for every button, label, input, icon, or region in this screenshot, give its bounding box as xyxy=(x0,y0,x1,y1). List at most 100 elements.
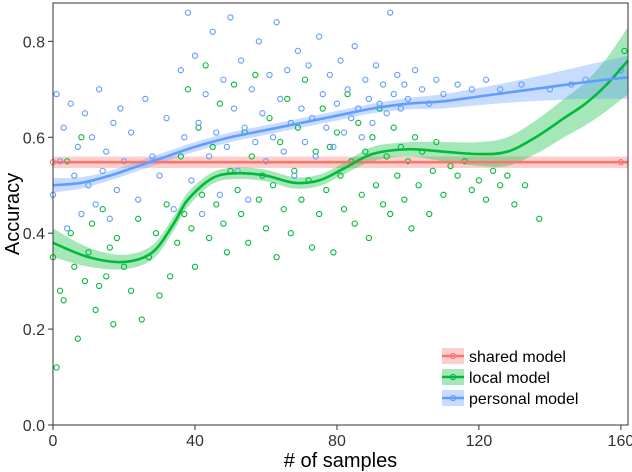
local-model-point xyxy=(358,191,365,198)
y-tick-label: 0.6 xyxy=(23,130,45,147)
local-model-point xyxy=(394,172,401,179)
local-model-point xyxy=(454,172,461,179)
local-model-point xyxy=(120,263,128,270)
local-model-point xyxy=(330,249,337,256)
personal-model-point xyxy=(88,134,96,141)
local-model-point xyxy=(152,230,160,237)
legend: shared model local model personal model xyxy=(442,348,578,408)
personal-model-point xyxy=(401,81,408,88)
personal-model-point xyxy=(369,119,376,127)
personal-model-point xyxy=(394,71,401,79)
personal-model-point xyxy=(390,90,397,98)
personal-model-point xyxy=(418,86,426,93)
personal-model-point xyxy=(181,134,188,141)
local-model-point xyxy=(156,292,163,299)
personal-model-point xyxy=(163,114,170,122)
local-model-point xyxy=(319,105,326,112)
y-axis-title: Accuracy xyxy=(2,173,24,255)
legend-marker xyxy=(449,394,457,402)
local-model-point xyxy=(202,62,209,69)
local-model-point xyxy=(426,210,433,218)
local-model-point xyxy=(95,282,103,290)
local-model-point xyxy=(99,206,106,213)
local-model-point xyxy=(298,196,305,203)
personal-model-point xyxy=(216,191,223,198)
local-model-point xyxy=(497,182,504,189)
local-model-point xyxy=(266,114,273,122)
personal-model-point xyxy=(53,90,60,98)
personal-model-point xyxy=(202,90,209,98)
local-model-point xyxy=(223,249,231,256)
local-model-point xyxy=(67,230,74,237)
local-model-point xyxy=(237,210,245,218)
local-model-point xyxy=(252,71,259,79)
local-model-point xyxy=(468,186,475,194)
local-model-point xyxy=(248,153,255,160)
local-model-point xyxy=(511,201,518,208)
local-model-point xyxy=(113,234,121,242)
local-model-point xyxy=(110,321,117,328)
personal-model-point xyxy=(365,95,373,103)
local-model-point xyxy=(355,119,362,127)
x-axis: 0 40 80 120 160 xyxy=(49,425,632,450)
local-model-point xyxy=(387,210,394,218)
local-model-point xyxy=(206,234,213,242)
personal-model-point xyxy=(440,90,447,98)
personal-model-point xyxy=(230,105,238,112)
personal-model-point xyxy=(103,148,110,155)
local-model-point xyxy=(234,186,241,194)
local-model-point xyxy=(127,287,135,294)
local-model-point xyxy=(166,273,174,280)
local-model-point xyxy=(433,138,440,146)
local-model-point xyxy=(81,277,89,285)
local-model-point xyxy=(390,124,397,131)
local-model-point xyxy=(85,249,92,256)
x-tick-label: 120 xyxy=(466,433,493,450)
local-model-point xyxy=(177,153,184,160)
personal-model-point xyxy=(372,62,380,69)
local-model-point xyxy=(106,244,113,251)
local-model-point xyxy=(333,129,341,136)
local-model-point xyxy=(379,201,387,208)
local-model-point xyxy=(184,86,192,93)
x-axis-title: # of samples xyxy=(284,450,397,472)
local-model-point xyxy=(181,210,188,218)
personal-model-point xyxy=(106,215,113,222)
local-model-point xyxy=(536,215,543,222)
local-model-point xyxy=(138,316,145,323)
local-model-point xyxy=(255,196,263,203)
legend-marker xyxy=(449,373,457,381)
local-model-point xyxy=(294,124,302,131)
personal-model-point xyxy=(71,172,78,179)
local-model-point xyxy=(220,220,227,227)
personal-model-trend-line xyxy=(52,76,629,187)
personal-model-point xyxy=(316,33,323,40)
personal-model-point xyxy=(213,129,220,136)
personal-model-point xyxy=(326,71,334,79)
personal-model-point xyxy=(330,143,337,151)
local-model-point xyxy=(337,172,344,179)
personal-model-point xyxy=(518,81,525,88)
local-model-point xyxy=(411,134,419,141)
personal-model-point xyxy=(284,66,291,74)
plot-frame xyxy=(52,2,629,426)
personal-model-point xyxy=(95,86,103,93)
personal-model-point xyxy=(312,153,319,160)
local-model-point xyxy=(301,76,309,83)
personal-model-point xyxy=(127,129,135,136)
local-model-point xyxy=(56,287,64,294)
personal-model-point xyxy=(266,71,273,79)
personal-model-point xyxy=(245,196,252,203)
personal-model-point xyxy=(497,86,504,93)
x-tick-label: 160 xyxy=(608,433,632,450)
local-model-point xyxy=(53,364,60,371)
personal-model-point xyxy=(255,38,263,45)
data-points xyxy=(49,9,628,371)
local-model-point xyxy=(489,167,497,174)
personal-model-point xyxy=(67,100,74,107)
local-model-point xyxy=(316,210,323,218)
local-model-point xyxy=(74,335,81,342)
personal-model-point xyxy=(198,210,206,218)
local-model-point xyxy=(340,206,348,213)
